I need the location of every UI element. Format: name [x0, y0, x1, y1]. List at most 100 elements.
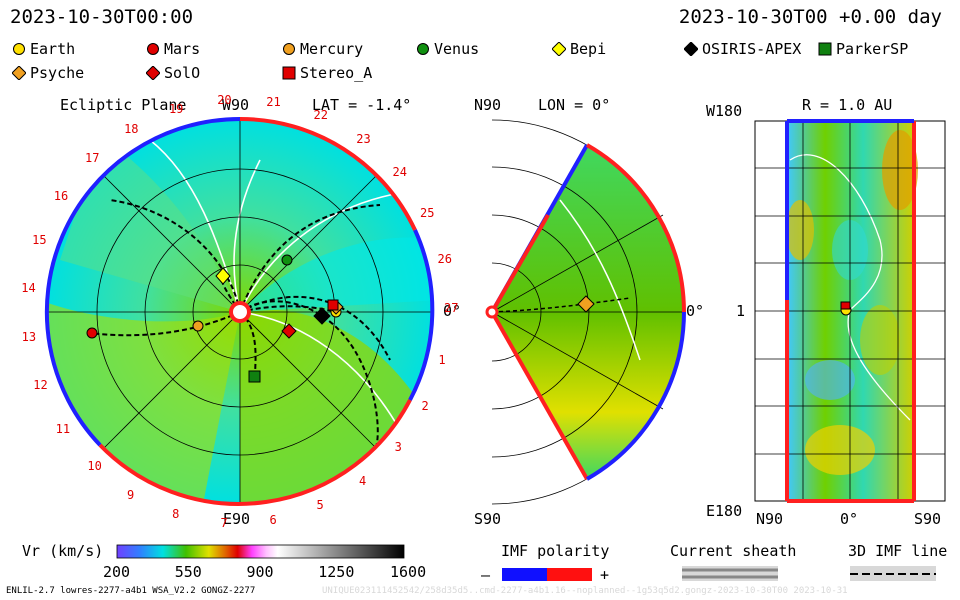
ecliptic-boundary-blue-right	[408, 229, 435, 401]
ecliptic-boundary-red-bottom	[98, 399, 412, 506]
legend-symbol	[417, 43, 429, 55]
carrington-marker: 25	[420, 206, 435, 221]
legend-symbol	[552, 42, 566, 56]
carrington-marker: 18	[124, 121, 139, 136]
mars-marker	[86, 327, 98, 339]
right-timestamp: 2023-10-30T00 +0.00 day	[678, 6, 942, 28]
carrington-marker: 14	[21, 281, 36, 296]
carrington-marker: 17	[84, 151, 100, 166]
ecliptic-title: Ecliptic Plane	[60, 96, 187, 114]
ecliptic-zero-label: 0°	[443, 302, 462, 320]
legend-item-osiris-apex: OSIRIS-APEX	[684, 40, 801, 58]
legend-label: Bepi	[570, 40, 607, 58]
current-sheath-label: Current sheath	[670, 542, 797, 560]
stereo-a-marker	[327, 299, 339, 311]
legend-label: Venus	[434, 40, 480, 58]
footer-run-id: UNIQUE023111452542/258d35d5..cmd-2277-a4…	[322, 586, 848, 596]
left-timestamp: 2023-10-30T00:00	[10, 6, 194, 28]
legend-symbol	[12, 66, 26, 80]
legend-symbol	[146, 66, 160, 80]
venus-marker	[281, 254, 293, 266]
ecliptic-current-sheath	[149, 139, 421, 431]
radial-map-plot	[754, 119, 946, 503]
legend-label: Stereo_A	[300, 64, 373, 82]
radial-mid-label: 1	[736, 302, 746, 320]
legend-item-parkersp: ParkerSP	[818, 40, 908, 58]
carrington-marker: 24	[392, 165, 407, 180]
radial-s90-label: S90	[914, 510, 942, 528]
legend-symbol	[684, 42, 698, 56]
legend-item-mercury: Mercury	[282, 40, 363, 58]
meridional-arc-blue	[586, 311, 686, 481]
radial-w180-label: W180	[706, 102, 743, 120]
legend-label: Mercury	[300, 40, 364, 58]
meridional-arc-red	[586, 143, 686, 313]
carrington-marker: 13	[21, 330, 37, 345]
radial-n90-label: N90	[756, 510, 784, 528]
meridional-psyche-marker	[577, 295, 595, 313]
meridional-sun-marker	[485, 305, 499, 319]
carrington-marker: 27	[443, 300, 459, 315]
ecliptic-lat-label: LAT = -1.4°	[312, 96, 412, 114]
carrington-marker: 6	[269, 512, 277, 527]
meridional-edge-bottom	[490, 311, 589, 480]
carrington-marker: 15	[32, 233, 47, 248]
carrington-marker: 26	[437, 251, 452, 266]
imf-line-label: 3D IMF line	[848, 542, 948, 560]
colorbar-tick: 550	[174, 563, 202, 581]
legend-item-earth: Earth	[12, 40, 75, 58]
meridional-zero-label: 0°	[686, 302, 705, 320]
meridional-s90-label: S90	[474, 510, 502, 528]
imf-polarity-positive	[547, 568, 592, 581]
radial-zero-label: 0°	[840, 510, 859, 528]
legend-item-mars: Mars	[146, 40, 200, 58]
parkersp-marker	[248, 370, 261, 383]
carrington-marker: 12	[33, 377, 48, 392]
imf-line-swatch	[850, 566, 936, 581]
radial-map-patches	[786, 130, 918, 475]
radial-title: R = 1.0 AU	[802, 96, 893, 114]
carrington-marker: 11	[55, 421, 71, 436]
carrington-marker: 1	[438, 352, 446, 367]
legend-symbol	[282, 66, 296, 80]
ecliptic-w90-label: W90	[222, 96, 250, 114]
legend-symbol	[283, 43, 295, 55]
legend-label: Earth	[30, 40, 76, 58]
legend-label: OSIRIS-APEX	[702, 40, 802, 58]
ecliptic-e90-label: E90	[223, 510, 251, 528]
legend-label: Mars	[164, 40, 201, 58]
carrington-marker: 10	[87, 459, 102, 474]
legend-symbol	[147, 43, 159, 55]
carrington-marker: 2	[421, 398, 429, 413]
carrington-marker: 20	[217, 92, 232, 107]
carrington-marker: 3	[394, 439, 402, 454]
legend-item-venus: Venus	[416, 40, 479, 58]
radial-current-sheath	[789, 154, 911, 421]
ecliptic-boundary-red-top	[239, 116, 417, 231]
carrington-marker: 4	[358, 473, 367, 488]
meridional-plane-plot	[485, 119, 686, 505]
sun-marker	[229, 301, 251, 323]
imf-polarity-label: IMF polarity	[501, 542, 610, 560]
colorbar-tick: 200	[103, 563, 131, 581]
legend-item-psyche: Psyche	[12, 64, 84, 82]
carrington-marker: 5	[316, 498, 324, 513]
legend-label: SolO	[164, 64, 201, 82]
footer-model-info: ENLIL-2.7 lowres-2277-a4b1 WSA_V2.2 GONG…	[6, 586, 256, 596]
meridional-imf-line	[491, 297, 631, 313]
carrington-marker: 8	[172, 507, 180, 522]
legend-item-bepi: Bepi	[552, 40, 606, 58]
meridional-lon-label: LON = 0°	[538, 96, 611, 114]
carrington-marker: 16	[53, 189, 69, 204]
legend-item-stereo-a: Stereo_A	[282, 64, 372, 82]
osiris-apex-marker	[313, 307, 331, 325]
imf-polarity-negative	[502, 568, 547, 581]
bepi-marker	[215, 267, 231, 285]
current-sheath-swatch	[682, 566, 778, 581]
solo-marker	[281, 323, 297, 339]
radial-stereo-a-marker	[840, 301, 851, 310]
meridional-edge-top-red	[490, 214, 550, 313]
legend-item-solo: SolO	[146, 64, 200, 82]
legend-label: ParkerSP	[836, 40, 909, 58]
